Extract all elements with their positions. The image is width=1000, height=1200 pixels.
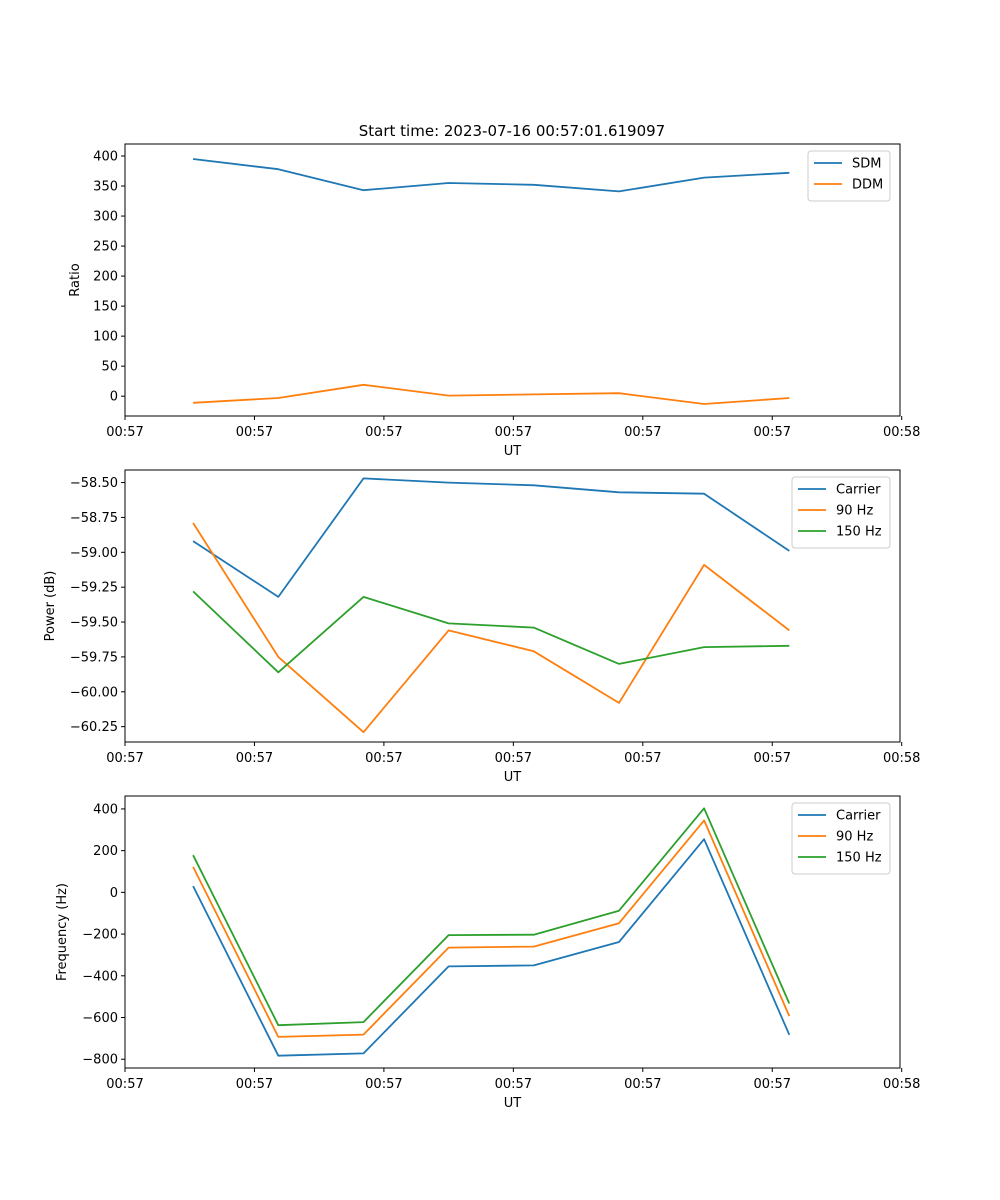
- y-axis-label: Frequency (Hz): [55, 883, 70, 981]
- axes-frame: [124, 143, 901, 417]
- y-tick-label: 400: [93, 150, 118, 165]
- legend-entry: 150 Hz: [836, 851, 882, 866]
- legend-entry: Carrier: [836, 483, 881, 498]
- legend-entry: DDM: [852, 178, 883, 193]
- x-tick-label: 00:57: [365, 751, 402, 766]
- y-tick-label: 200: [93, 270, 118, 285]
- chart-title: Start time: 2023-07-16 00:57:01.619097: [359, 122, 665, 140]
- legend: Carrier 90 Hz 150 Hz: [791, 802, 891, 875]
- x-tick-label: 00:57: [624, 751, 661, 766]
- series-line-carrier: [192, 477, 790, 598]
- series-line-150-hz: [192, 807, 791, 1027]
- series-line-90-hz: [192, 522, 790, 734]
- legend: SDM DDM: [807, 150, 891, 202]
- y-axis-label: Power (dB): [43, 571, 58, 642]
- series-line-ddm: [193, 383, 790, 405]
- legend: Carrier 90 Hz 150 Hz: [791, 476, 891, 549]
- legend-entry: 90 Hz: [836, 504, 873, 519]
- x-tick-label: 00:57: [624, 425, 661, 440]
- series-line-sdm: [192, 158, 790, 193]
- x-tick-label: 00:57: [365, 1077, 402, 1092]
- x-axis-label: UT: [504, 444, 522, 459]
- subplot-3: 00:57 00:57 00:57 00:57 00:57 00:57 00:58 −800 −…: [55, 795, 920, 1111]
- x-tick-label: 00:57: [236, 425, 273, 440]
- series-line-carrier: [192, 838, 791, 1057]
- subplot-2: 00:57 00:57 00:57 00:57 00:57 00:57 00:58 −60.2…: [43, 469, 920, 785]
- x-tick-label: 00:58: [883, 1077, 920, 1092]
- x-tick-label: 00:57: [754, 1077, 791, 1092]
- x-tick-label: 00:57: [106, 751, 143, 766]
- y-tick-label: −800: [82, 1053, 118, 1068]
- x-tick-label: 00:57: [495, 425, 532, 440]
- x-tick-label: 00:57: [106, 425, 143, 440]
- y-tick-label: 300: [93, 210, 118, 225]
- x-tick-label: 00:57: [754, 751, 791, 766]
- y-tick-label: 200: [93, 844, 118, 859]
- y-tick-label: −400: [82, 969, 118, 984]
- x-tick-label: 00:57: [754, 425, 791, 440]
- y-tick-label: 50: [101, 360, 118, 375]
- legend-entry: 150 Hz: [836, 525, 882, 540]
- legend-entry: SDM: [852, 157, 881, 172]
- axes-frame: [124, 795, 901, 1069]
- y-tick-label: 0: [110, 886, 118, 901]
- x-tick-label: 00:57: [365, 425, 402, 440]
- series-line-90-hz: [192, 819, 791, 1038]
- y-tick-label: −58.50: [70, 476, 118, 491]
- plots-container: 00:57 00:57 00:57 00:57 00:57 00:57 00:58 0 50 10…: [43, 143, 920, 1111]
- y-tick-label: 150: [93, 300, 118, 315]
- y-tick-label: 0: [110, 390, 118, 405]
- x-tick-label: 00:57: [106, 1077, 143, 1092]
- y-tick-label: 400: [93, 802, 118, 817]
- y-tick-label: 350: [93, 180, 118, 195]
- x-tick-label: 00:57: [236, 1077, 273, 1092]
- legend-entry: 90 Hz: [836, 830, 873, 845]
- x-tick-label: 00:57: [236, 751, 273, 766]
- y-tick-label: −59.25: [70, 581, 118, 596]
- x-tick-label: 00:57: [495, 1077, 532, 1092]
- y-axis-label: Ratio: [68, 263, 83, 296]
- y-tick-label: −200: [82, 928, 118, 943]
- x-tick-label: 00:57: [495, 751, 532, 766]
- series-line-150-hz: [192, 590, 790, 674]
- y-tick-label: −59.00: [70, 546, 118, 561]
- y-tick-label: −600: [82, 1011, 118, 1026]
- y-tick-label: −59.75: [70, 650, 118, 665]
- y-tick-label: −59.50: [70, 616, 118, 631]
- x-axis-label: UT: [504, 770, 522, 785]
- y-tick-label: −60.25: [70, 720, 118, 735]
- x-tick-label: 00:58: [883, 751, 920, 766]
- subplot-1: 00:57 00:57 00:57 00:57 00:57 00:57 00:58 0 50 10…: [68, 143, 920, 459]
- y-tick-label: 100: [93, 330, 118, 345]
- x-tick-label: 00:57: [624, 1077, 661, 1092]
- x-axis-label: UT: [504, 1096, 522, 1111]
- x-tick-label: 00:58: [883, 425, 920, 440]
- y-tick-label: −60.00: [70, 685, 118, 700]
- y-tick-label: −58.75: [70, 511, 118, 526]
- y-tick-label: 250: [93, 240, 118, 255]
- axes-frame: [124, 469, 901, 743]
- legend-entry: Carrier: [836, 809, 881, 824]
